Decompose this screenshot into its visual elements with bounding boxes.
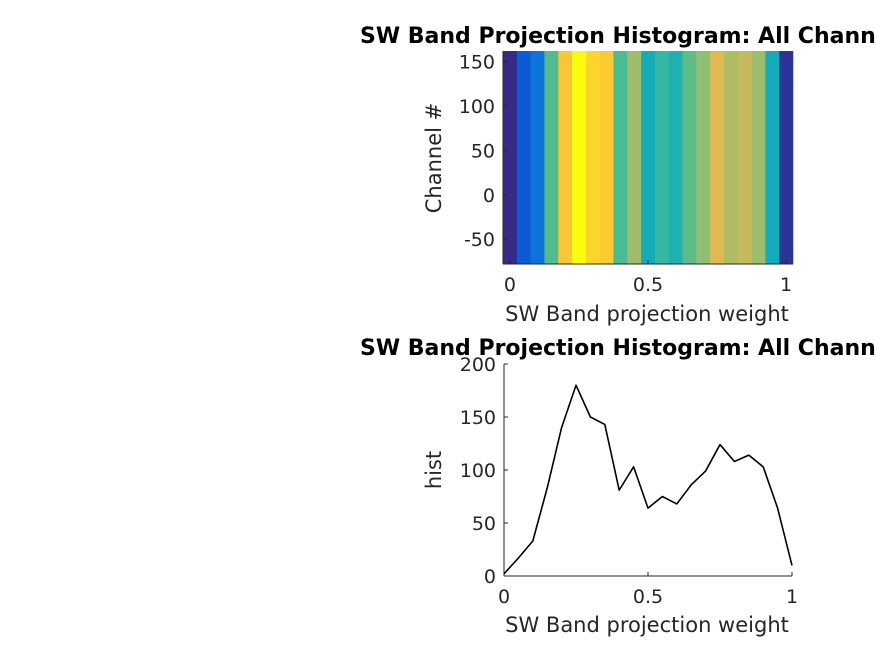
heatmap-cell: [668, 51, 683, 264]
heatmap-axes: 0 0.5 1 -50 0 50 100 150: [459, 51, 793, 296]
heatmap-y-axis-label: Channel #: [422, 103, 446, 214]
heatmap-cell: [585, 51, 600, 264]
line-x-tick-label: 0: [498, 586, 510, 608]
line-y-tick-label: 0: [484, 566, 496, 588]
heatmap-y-tick-label: 100: [459, 96, 495, 118]
line-x-tick-label: 0.5: [633, 586, 663, 608]
heatmap-x-tick-label: 0: [504, 274, 516, 296]
line-y-tick-label: 150: [460, 407, 496, 429]
heatmap-cell: [737, 51, 752, 264]
heatmap-cell: [641, 51, 656, 264]
line-panel: SW Band Projection Histogram: All Channe…: [360, 336, 875, 637]
series-line: [503, 384, 793, 575]
heatmap-cell: [682, 51, 697, 264]
line-series-group: [503, 384, 793, 575]
heatmap-y-tick-label: -50: [464, 229, 495, 251]
heatmap-y-tick-label: 150: [459, 52, 495, 74]
heatmap-cell: [654, 51, 670, 264]
line-y-tick-label: 200: [460, 354, 496, 376]
line-title: SW Band Projection Histogram: All Channe…: [360, 336, 875, 361]
heatmap-cell: [599, 51, 614, 264]
heatmap-x-tick-label: 0.5: [633, 274, 663, 296]
heatmap-x-axis-label: SW Band projection weight: [505, 302, 789, 326]
heatmap-y-tick-label: 0: [483, 185, 495, 207]
heatmap-cell: [613, 51, 628, 264]
heatmap-panel: SW Band Projection Histogram: All Channe…: [360, 24, 875, 326]
heatmap-cell: [696, 51, 711, 264]
heatmap-cell: [530, 51, 545, 264]
heatmap-cell: [516, 51, 531, 264]
heatmap-cell: [751, 51, 766, 264]
line-x-tick-label: 1: [786, 586, 798, 608]
heatmap-cell: [544, 51, 559, 264]
heatmap-x-tick-label: 1: [780, 274, 792, 296]
line-y-tick-label: 50: [472, 513, 496, 535]
heatmap-cells: [503, 51, 794, 264]
heatmap-cell: [723, 51, 739, 264]
heatmap-cell: [779, 51, 794, 264]
heatmap-cell: [765, 51, 780, 264]
heatmap-y-tick-label: 50: [471, 140, 495, 162]
heatmap-cell: [710, 51, 725, 264]
heatmap-cell: [503, 51, 518, 264]
line-y-tick-label: 100: [460, 460, 496, 482]
heatmap-cell: [572, 51, 587, 264]
heatmap-title: SW Band Projection Histogram: All Channe…: [360, 24, 875, 49]
line-axes: 0 0.5 1 0 50 100 150 200: [460, 354, 798, 608]
line-x-axis-label: SW Band projection weight: [505, 613, 789, 637]
line-y-axis-label: hist: [422, 451, 446, 489]
heatmap-cell: [558, 51, 573, 264]
heatmap-cell: [627, 51, 642, 264]
